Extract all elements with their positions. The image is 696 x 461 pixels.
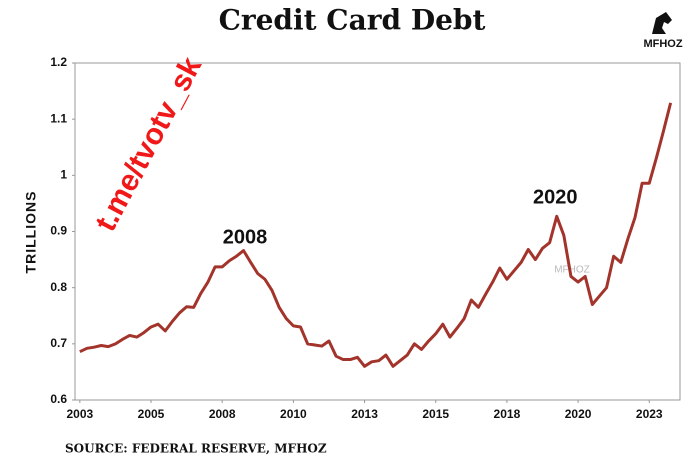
y-tick-label: 1.2: [50, 55, 67, 69]
watermark: t.me/tvotv_sk: [89, 52, 208, 237]
chart-title: Credit Card Debt: [219, 4, 486, 37]
plot-watermark: MFHOZ: [554, 265, 590, 276]
annotation: 2008: [223, 227, 268, 249]
y-tick-label: 1: [60, 168, 67, 182]
x-tick-label: 2010: [280, 407, 307, 421]
x-tick-label: 2023: [636, 407, 663, 421]
annotation: 2020: [533, 187, 578, 209]
x-tick-label: 2015: [422, 407, 449, 421]
source: SOURCE: FEDERAL RESERVE, MFHOZ: [65, 442, 327, 456]
y-tick-label: 0.9: [50, 224, 67, 238]
y-tick-label: 1.1: [50, 111, 67, 125]
line: [79, 102, 673, 368]
x-tick-label: 2018: [494, 407, 521, 421]
x-tick-label: 2003: [66, 407, 93, 421]
logo-icon: [652, 12, 672, 34]
x-tick-label: 2013: [351, 407, 378, 421]
y-tick-label: 0.8: [50, 280, 67, 294]
x-tick-label: 2020: [565, 407, 592, 421]
y-tick-label: 0.6: [50, 392, 67, 406]
x-tick-label: 2005: [138, 407, 165, 421]
logo: MFHOZ: [643, 38, 682, 50]
x-tick-label: 2008: [209, 407, 236, 421]
y-tick-label: 0.7: [50, 336, 67, 350]
y-axis-label: TRILLIONS: [23, 191, 39, 274]
